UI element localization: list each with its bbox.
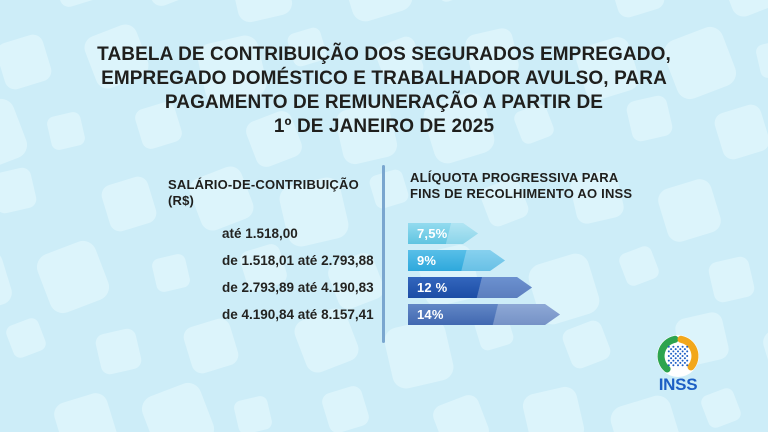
- logo-dot-globe: [667, 345, 689, 367]
- title-line-3: PAGAMENTO DE REMUNERAÇÃO A PARTIR DE: [164, 92, 604, 113]
- title-line-1: TABELA DE CONTRIBUIÇÃO DOS SEGURADOS EMP…: [97, 44, 671, 65]
- title-line-2: EMPREGADO DOMÉSTICO E TRABALHADOR AVULSO…: [101, 68, 667, 89]
- inss-logo: INSS: [650, 334, 706, 394]
- rate-arrow-7-5: 7,5%: [408, 223, 478, 244]
- rate-column-header: ALÍQUOTA PROGRESSIVA PARA FINS DE RECOLH…: [410, 170, 650, 201]
- title-line-4: 1º DE JANEIRO DE 2025: [273, 116, 495, 137]
- salary-range-label: até 1.518,00: [222, 226, 298, 241]
- rate-arrow-9: 9%: [408, 250, 505, 271]
- inss-logo-text: INSS: [658, 375, 698, 394]
- inss-emblem-icon: [657, 335, 699, 377]
- rate-arrow-14: 14%: [408, 304, 560, 325]
- page-title: TABELA DE CONTRIBUIÇÃO DOS SEGURADOS EMP…: [0, 43, 768, 139]
- column-divider: [382, 165, 385, 343]
- salary-column-header: SALÁRIO-DE-CONTRIBUIÇÃO (R$): [168, 177, 359, 208]
- logo-yellow-swoosh: [677, 335, 699, 371]
- rate-arrow-12: 12 %: [408, 277, 532, 298]
- rate-header-line-1: ALÍQUOTA PROGRESSIVA PARA: [410, 170, 619, 185]
- salary-range-label: de 1.518,01 até 2.793,88: [222, 253, 374, 268]
- salary-range-label: de 4.190,84 até 8.157,41: [222, 307, 374, 322]
- salary-range-label: de 2.793,89 até 4.190,83: [222, 280, 374, 295]
- logo-green-swoosh: [657, 335, 679, 373]
- rate-header-line-2: FINS DE RECOLHIMENTO AO INSS: [410, 185, 633, 201]
